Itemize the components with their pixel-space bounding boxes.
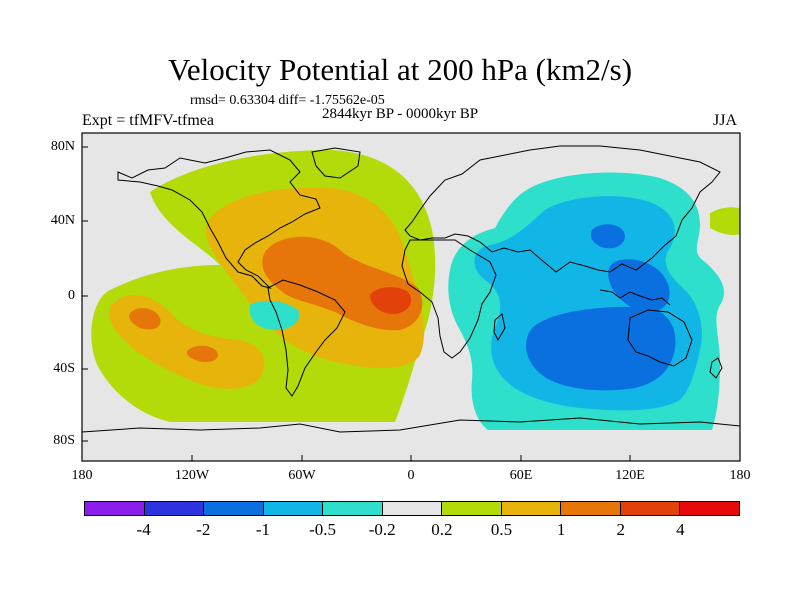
lat-tick-marks (82, 146, 88, 442)
colorbar-label: -0.5 (309, 520, 336, 539)
colorbar-cell (442, 502, 502, 515)
colorbar-cell (263, 502, 324, 515)
positive-contour-1-southwest-a (129, 308, 161, 330)
colorbar-label: 0.2 (431, 520, 453, 539)
lon-label-0: 0 (407, 468, 415, 483)
lon-label-180-east: 180 (729, 468, 751, 483)
negative-contour-1-main (526, 306, 676, 391)
colorbar-cell (85, 502, 145, 515)
lon-label-120e: 120E (615, 468, 645, 483)
lat-label-40s: 40S (53, 361, 75, 376)
north-america-coast (117, 149, 321, 289)
colorbar-cell (680, 502, 740, 515)
lat-label-40n: 40N (50, 213, 75, 228)
period-label: 2844kyr BP - 0000kyr BP (322, 106, 479, 122)
colorbar-label: 1 (556, 520, 566, 539)
lon-tick-marks (191, 455, 631, 461)
colorbar-label: -4 (136, 520, 151, 539)
antarctica-coast (82, 417, 740, 433)
europe-asia-coast (404, 145, 721, 273)
positive-contour-0.2-northeast (710, 207, 740, 235)
lat-label-80s: 80S (53, 433, 75, 448)
colorbar-label: -2 (196, 520, 211, 539)
coastlines (82, 145, 740, 433)
indonesia-coast (599, 289, 671, 306)
south-america-coast (267, 279, 346, 397)
colorbar (84, 501, 740, 516)
colorbar-label: 4 (676, 520, 685, 539)
positive-contour-2 (370, 287, 412, 315)
colorbar-label: -1 (255, 520, 270, 539)
colorbar-cell (144, 502, 205, 515)
lon-label-60w: 60W (288, 468, 316, 483)
lon-label-60e: 60E (509, 468, 533, 483)
colorbar-cell (561, 502, 621, 515)
colorbar-cell (620, 502, 681, 515)
africa-coast (401, 239, 497, 359)
negative-contour-0.2-subtropics (249, 300, 300, 330)
positive-contour-1-southwest-b (186, 345, 219, 362)
colorbar-cell (204, 502, 264, 515)
colorbar-cell (382, 502, 443, 515)
lon-label-120w: 120W (174, 468, 210, 483)
colorbar-cell (501, 502, 562, 515)
australia-coast (627, 309, 693, 367)
experiment-label: Expt = tfMFV-tfmea (82, 112, 214, 129)
season-label: JJA (713, 112, 738, 129)
colorbar-label: 2 (616, 520, 625, 539)
stats-line: rmsd= 0.63304 diff= -1.75562e-05 (190, 93, 385, 108)
plot-title: Velocity Potential at 200 hPa (km2/s) (167, 52, 633, 87)
new-zealand-coast (709, 357, 723, 379)
greenland-coast (311, 147, 361, 179)
negative-contour-1-maritime (608, 259, 670, 313)
colorbar-label: 0.5 (490, 520, 513, 539)
madagascar-coast (493, 313, 506, 342)
negative-contour-0.5-west (518, 250, 553, 281)
colorbar-cell (323, 502, 383, 515)
lat-label-80n: 80N (50, 139, 75, 154)
colorbar-label: -0.2 (368, 520, 396, 539)
lat-label-0: 0 (68, 288, 75, 303)
lon-label-180-west: 180 (71, 468, 93, 483)
negative-contour-1-asia (590, 224, 625, 249)
